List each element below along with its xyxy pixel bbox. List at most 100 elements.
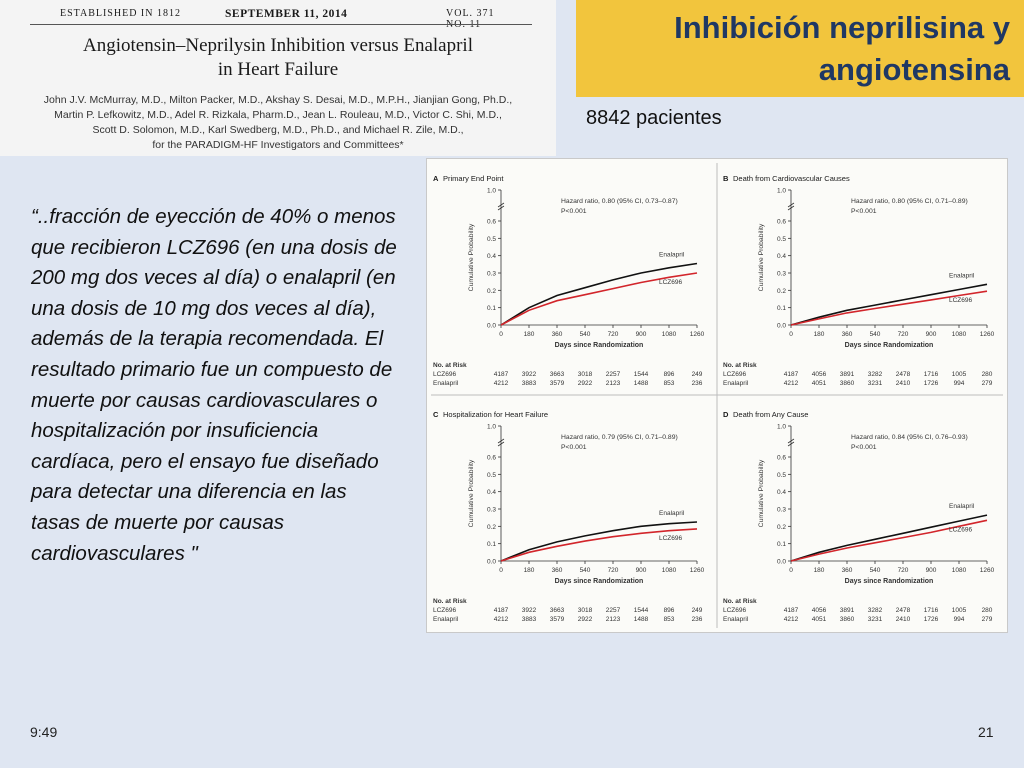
y-axis-label: Cumulative Probability [468, 459, 475, 527]
axis-break-mark [787, 205, 795, 211]
at-risk-value: 1005 [952, 607, 967, 614]
x-tick-label: 0 [789, 567, 793, 574]
article-title: Angiotensin–Neprilysin Inhibition versus… [0, 34, 556, 82]
series-label-lcz696: LCZ696 [659, 279, 683, 286]
y-tick-label: 0.1 [487, 305, 496, 312]
series-label-enalapril: Enalapril [949, 503, 975, 510]
at-risk-value: 4056 [812, 607, 827, 614]
at-risk-value: 3922 [522, 607, 537, 614]
at-risk-value: 4187 [494, 607, 509, 614]
x-tick-label: 0 [499, 331, 503, 338]
at-risk-value: 3860 [840, 616, 855, 623]
at-risk-value: 3922 [522, 371, 537, 378]
at-risk-value: 2922 [578, 616, 593, 623]
at-risk-value: 4051 [812, 380, 827, 387]
y-tick-label: 1.0 [487, 188, 496, 195]
x-tick-label: 1080 [952, 331, 967, 338]
at-risk-row-label: LCZ696 [723, 371, 747, 378]
y-tick-label: 0.1 [777, 541, 786, 548]
x-tick-label: 720 [898, 567, 909, 574]
x-tick-label: 720 [608, 331, 619, 338]
x-tick-label: 1080 [662, 331, 677, 338]
at-risk-value: 2478 [896, 607, 911, 614]
x-tick-label: 900 [636, 331, 647, 338]
at-risk-value: 3018 [578, 607, 593, 614]
y-tick-label: 1.0 [777, 424, 786, 431]
series-line-enalapril [790, 514, 988, 562]
slide-title-box: Inhibición neprilisina y angiotensina [576, 0, 1024, 97]
x-tick-label: 0 [789, 331, 793, 338]
x-axis-label: Days since Randomization [845, 342, 934, 349]
x-tick-label: 1260 [690, 567, 705, 574]
y-tick-label: 0.6 [487, 455, 496, 462]
masthead-rule [30, 24, 532, 25]
axis-break-mark [497, 441, 505, 447]
established-label: ESTABLISHED IN 1812 [60, 8, 181, 19]
y-tick-label: 0.2 [777, 524, 786, 531]
axis-break-mark [497, 202, 505, 208]
kaplan-meier-charts: A Primary End Point Hazard ratio, 0.80 (95… [431, 163, 1003, 628]
at-risk-value: 3579 [550, 616, 565, 623]
x-tick-label: 540 [580, 331, 591, 338]
y-tick-label: 0.5 [487, 236, 496, 243]
km-panel-d: D Death from Any Cause Hazard ratio, 0.84 … [723, 410, 995, 623]
axis-break-mark [787, 202, 795, 208]
x-tick-label: 180 [814, 567, 825, 574]
x-tick-label: 180 [814, 331, 825, 338]
x-tick-label: 540 [580, 567, 591, 574]
panel-letter: A [433, 174, 439, 183]
x-tick-label: 0 [499, 567, 503, 574]
at-risk-value: 2123 [606, 616, 621, 623]
at-risk-value: 3663 [550, 607, 565, 614]
hazard-ratio-annotation: Hazard ratio, 0.79 (95% CI, 0.71–0.89) [561, 434, 678, 441]
y-tick-label: 0.0 [487, 323, 496, 330]
at-risk-value: 3891 [840, 607, 855, 614]
at-risk-header: No. at Risk [723, 362, 757, 369]
authors-line-1: John J.V. McMurray, M.D., Milton Packer,… [43, 94, 513, 106]
panel-title: Death from Cardiovascular Causes [733, 174, 850, 183]
series-line-lcz696 [790, 519, 988, 562]
y-tick-label: 0.4 [487, 489, 496, 496]
series-label-lcz696: LCZ696 [949, 297, 973, 304]
y-tick-label: 0.5 [777, 236, 786, 243]
panel-title: Primary End Point [443, 174, 504, 183]
series-label-lcz696: LCZ696 [659, 535, 683, 542]
at-risk-value: 2257 [606, 607, 621, 614]
at-risk-value: 3860 [840, 380, 855, 387]
at-risk-row-label: LCZ696 [433, 371, 457, 378]
panel-letter: B [723, 174, 729, 183]
at-risk-value: 1726 [924, 616, 939, 623]
y-tick-label: 1.0 [777, 188, 786, 195]
article-title-line-2: in Heart Failure [217, 59, 339, 80]
p-value-annotation: P<0.001 [851, 444, 877, 451]
series-label-lcz696: LCZ696 [949, 526, 973, 533]
x-axis-label: Days since Randomization [555, 342, 644, 349]
at-risk-value: 1726 [924, 380, 939, 387]
x-tick-label: 360 [842, 567, 853, 574]
x-tick-label: 1080 [662, 567, 677, 574]
at-risk-value: 4187 [784, 371, 799, 378]
article-header-image: ESTABLISHED IN 1812 SEPTEMBER 11, 2014 V… [0, 0, 556, 156]
at-risk-value: 994 [954, 616, 965, 623]
x-axis-label: Days since Randomization [555, 578, 644, 585]
x-tick-label: 900 [636, 567, 647, 574]
at-risk-value: 4212 [494, 380, 509, 387]
at-risk-value: 1716 [924, 607, 939, 614]
at-risk-value: 1488 [634, 380, 649, 387]
at-risk-row-label: LCZ696 [433, 607, 457, 614]
x-axis-label: Days since Randomization [845, 578, 934, 585]
x-tick-label: 1260 [690, 331, 705, 338]
at-risk-value: 236 [692, 616, 703, 623]
y-tick-label: 0.3 [777, 271, 786, 278]
at-risk-value: 279 [982, 380, 993, 387]
x-tick-label: 540 [870, 567, 881, 574]
y-axis-label: Cumulative Probability [758, 459, 765, 527]
series-label-enalapril: Enalapril [949, 272, 975, 279]
kaplan-meier-figure: A Primary End Point Hazard ratio, 0.80 (95… [426, 158, 1008, 633]
at-risk-header: No. at Risk [433, 598, 467, 605]
y-tick-label: 0.3 [487, 507, 496, 514]
panel-letter: C [433, 410, 439, 419]
y-tick-label: 0.6 [487, 219, 496, 226]
at-risk-header: No. at Risk [433, 362, 467, 369]
y-tick-label: 0.6 [777, 219, 786, 226]
